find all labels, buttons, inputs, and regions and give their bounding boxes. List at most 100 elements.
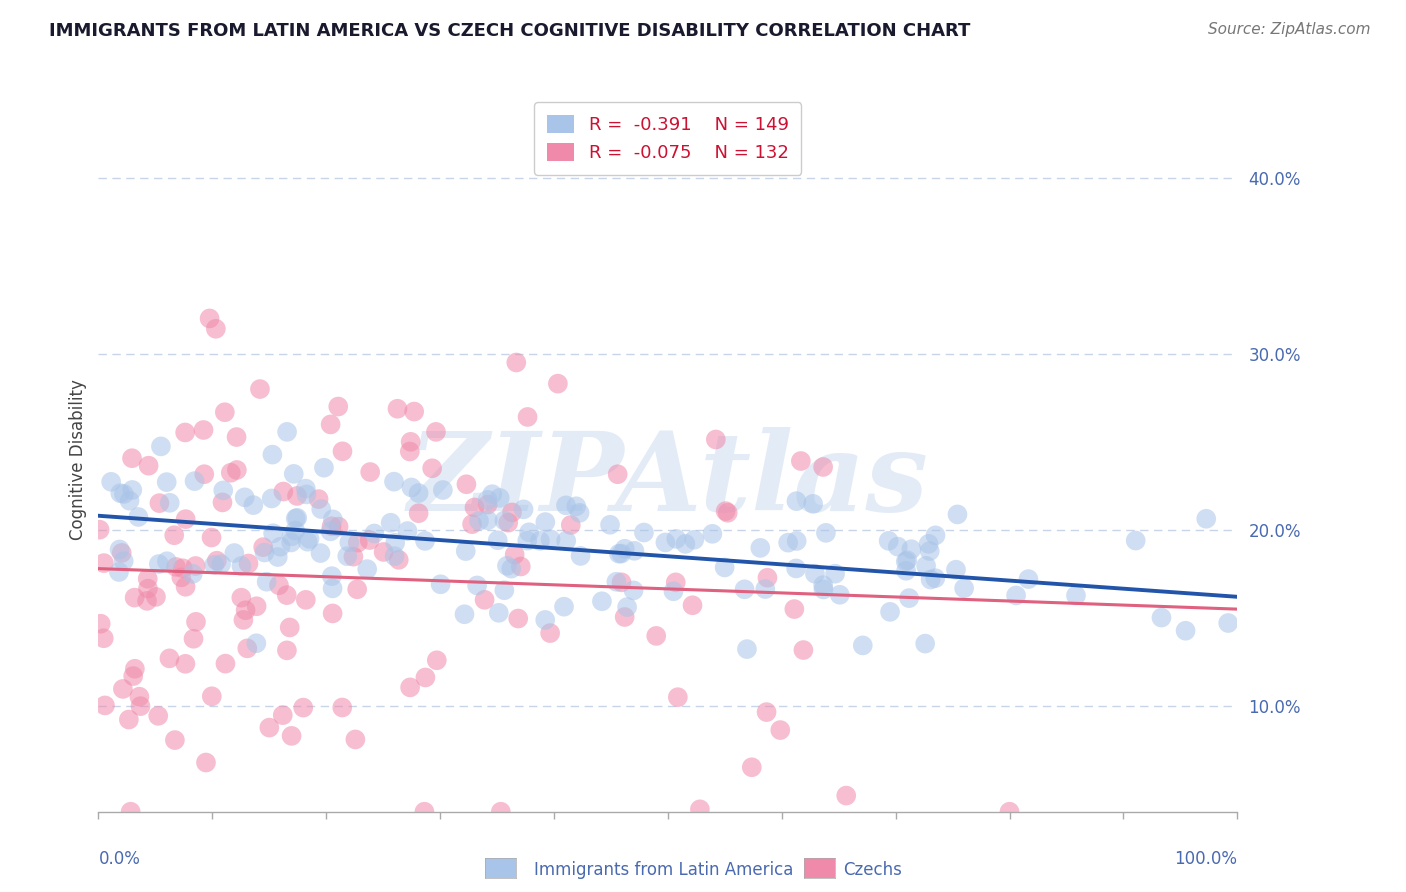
Point [232,613,254,627]
Point [346,582,368,597]
Point [233,491,256,505]
Point [623,544,645,558]
Point [606,467,628,482]
Point [332,444,354,458]
Point [262,526,284,541]
Point [246,599,269,614]
Point [249,382,271,396]
Point [998,805,1021,819]
Point [432,483,454,497]
Point [269,540,291,554]
Point [127,510,149,524]
Point [231,558,253,573]
Point [174,512,197,526]
Point [382,475,405,489]
Point [917,537,939,551]
Point [756,571,779,585]
Point [284,524,307,538]
Point [319,417,342,432]
Point [918,544,941,558]
Point [811,460,834,475]
Point [426,653,449,667]
Point [236,641,259,656]
Point [1174,624,1197,638]
Point [108,565,131,579]
Point [924,571,946,585]
Point [477,498,499,512]
Point [468,514,491,528]
Point [262,448,284,462]
Point [148,496,170,510]
Point [408,506,430,520]
Point [811,578,834,592]
Point [415,670,437,684]
Point [284,511,307,525]
Point [156,475,179,489]
Point [129,699,152,714]
Point [610,547,633,561]
Point [388,553,411,567]
Point [193,423,215,437]
Point [328,400,350,414]
Point [93,556,115,570]
Point [159,496,181,510]
Point [769,723,792,737]
Point [1195,512,1218,526]
Point [163,733,186,747]
Point [322,512,344,526]
Point [308,492,330,507]
Point [662,584,685,599]
Point [165,560,187,574]
Point [111,681,134,696]
Point [852,639,875,653]
Point [138,458,160,473]
Point [503,548,526,562]
Point [894,555,917,569]
Point [195,756,218,770]
Point [219,466,242,480]
Point [481,487,503,501]
Point [1064,589,1087,603]
Point [623,583,645,598]
Point [591,594,613,608]
Point [174,580,197,594]
Point [413,805,436,819]
Point [312,460,335,475]
Point [494,583,516,598]
Point [280,529,302,543]
Point [121,483,143,497]
Point [356,562,378,576]
Point [280,729,302,743]
Text: 0.0%: 0.0% [98,850,141,869]
Point [183,474,205,488]
Point [569,549,592,563]
Point [285,511,308,525]
Point [1150,610,1173,624]
Point [565,500,588,514]
Point [319,524,342,539]
Point [267,549,290,564]
Point [778,535,800,549]
Point [273,484,295,499]
Point [735,642,758,657]
Point [89,523,111,537]
Point [454,544,477,558]
Point [501,561,523,575]
Point [801,497,824,511]
Point [399,681,422,695]
Point [298,532,321,546]
Point [894,564,917,578]
Point [534,515,557,529]
Point [276,643,298,657]
Point [496,558,519,573]
Point [212,483,235,498]
Point [224,546,246,560]
Point [401,480,423,494]
Point [540,533,562,547]
Point [276,588,298,602]
Point [420,461,443,475]
Point [214,405,236,419]
Point [205,322,228,336]
Point [108,542,131,557]
Point [456,477,478,491]
